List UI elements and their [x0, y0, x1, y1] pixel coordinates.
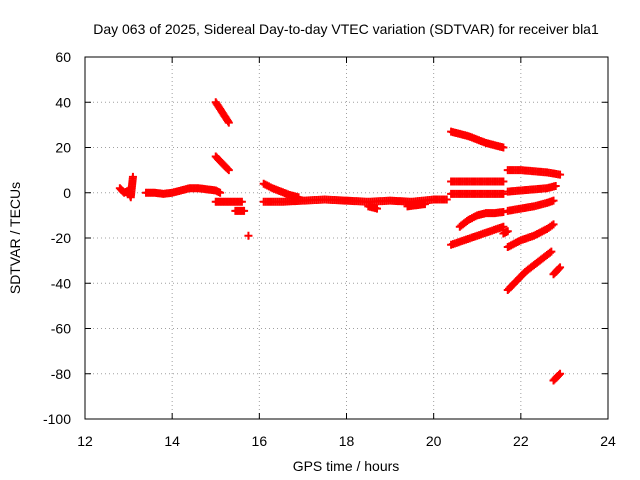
- data-point: [223, 164, 232, 173]
- data-point: [224, 118, 233, 127]
- data-points: [115, 98, 565, 385]
- data-point: [556, 263, 565, 272]
- data-point: [503, 227, 512, 236]
- data-point: [373, 204, 382, 213]
- data-point: [128, 172, 137, 181]
- data-point: [237, 197, 246, 206]
- data-point: [499, 143, 508, 152]
- y-tick-label: 0: [63, 185, 71, 201]
- data-point: [420, 200, 429, 209]
- data-point: [549, 220, 558, 229]
- y-tick-label: -60: [51, 321, 71, 337]
- data-point: [556, 369, 565, 378]
- data-point: [551, 181, 560, 190]
- x-tick-label: 14: [164, 433, 180, 449]
- data-point: [244, 231, 253, 240]
- x-tick-label: 12: [77, 433, 93, 449]
- x-axis-label: GPS time / hours: [293, 458, 400, 474]
- x-tick-label: 16: [252, 433, 268, 449]
- y-tick-label: 20: [55, 140, 71, 156]
- y-tick-label: -80: [51, 366, 71, 382]
- data-point: [224, 166, 233, 175]
- y-tick-label: -20: [51, 230, 71, 246]
- y-tick-label: 40: [55, 94, 71, 110]
- y-axis-label: SDTVAR / TECUs: [7, 182, 23, 294]
- data-point: [547, 247, 556, 256]
- data-point: [545, 248, 554, 257]
- chart-title: Day 063 of 2025, Sidereal Day-to-day VTE…: [93, 21, 599, 37]
- data-point: [549, 196, 558, 205]
- data-point: [442, 195, 451, 204]
- data-point: [499, 222, 508, 231]
- x-tick-label: 18: [339, 433, 355, 449]
- axis-ticks: 12 14 16 18 20 22 24 -100 -80 -60 -40 -20 0 20 40 60: [43, 49, 616, 449]
- data-point: [554, 264, 563, 273]
- data-point: [554, 370, 563, 379]
- data-point: [240, 206, 249, 215]
- y-tick-label: -100: [43, 411, 71, 427]
- data-point: [499, 207, 508, 216]
- x-tick-label: 20: [426, 433, 442, 449]
- x-tick-label: 24: [600, 433, 616, 449]
- data-point: [556, 170, 565, 179]
- data-point: [499, 189, 508, 198]
- x-tick-label: 22: [513, 433, 529, 449]
- data-point: [499, 177, 508, 186]
- y-tick-label: 60: [55, 49, 71, 65]
- data-point: [547, 221, 556, 230]
- y-tick-label: -40: [51, 275, 71, 291]
- data-point: [216, 188, 225, 197]
